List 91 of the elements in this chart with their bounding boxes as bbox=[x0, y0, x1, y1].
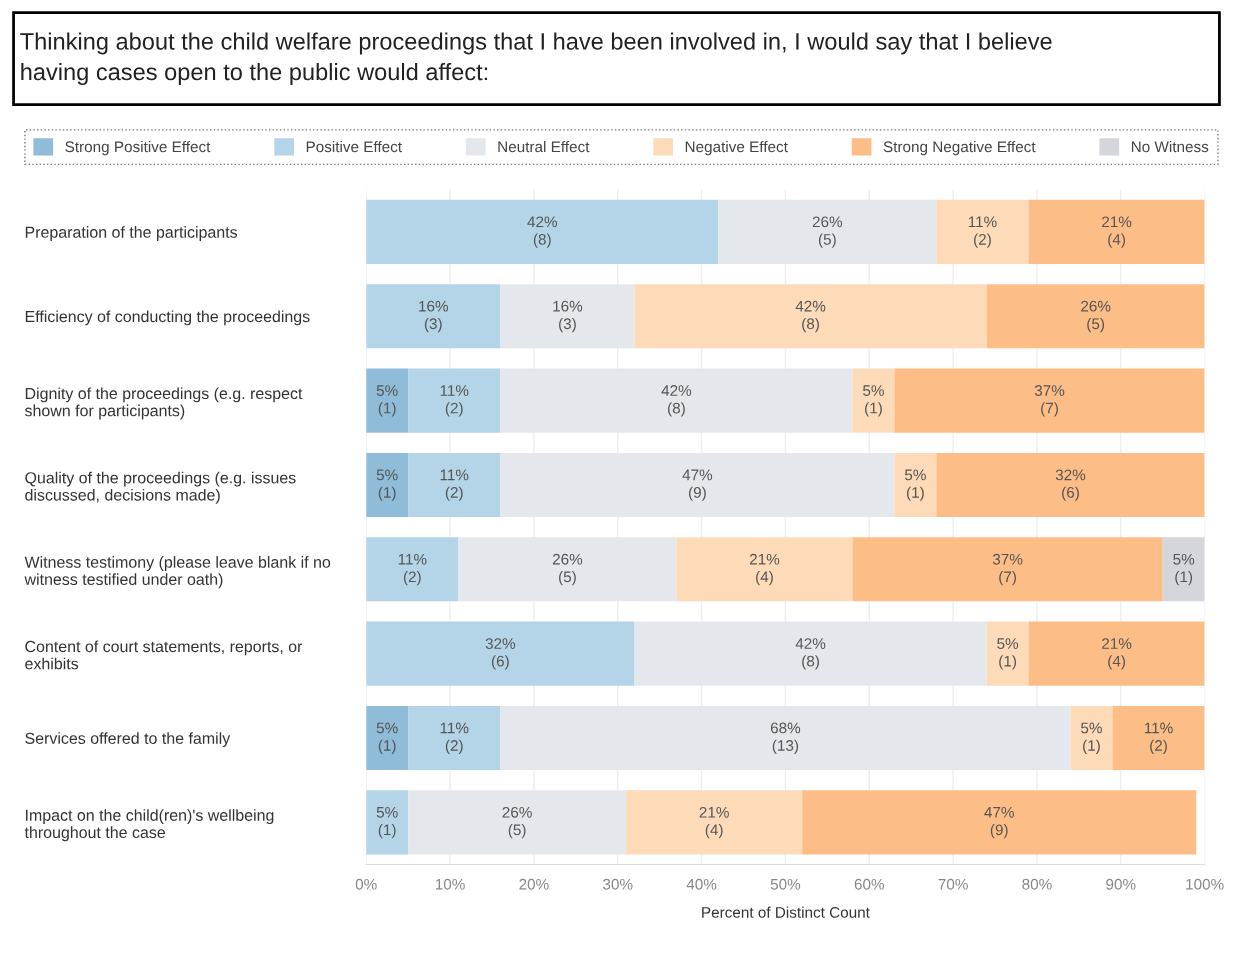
data-label: 5% (1) bbox=[1173, 553, 1195, 586]
data-label: 32% (6) bbox=[1055, 469, 1086, 501]
bar bbox=[1028, 621, 1205, 686]
x-tick-label: 100% bbox=[1186, 878, 1224, 890]
data-label: 16% (3) bbox=[553, 300, 583, 333]
data-label: 42% (8) bbox=[661, 385, 692, 417]
data-label: 32% (6) bbox=[485, 638, 516, 670]
data-label: 5% (1) bbox=[904, 469, 926, 501]
x-tick-label: 0% bbox=[355, 878, 377, 890]
data-label: 26% (5) bbox=[552, 553, 583, 586]
data-label: 42% (8) bbox=[527, 216, 558, 248]
bar bbox=[366, 621, 635, 686]
data-label: 26% (5) bbox=[502, 806, 532, 839]
data-label: 47% (9) bbox=[984, 806, 1014, 839]
x-tick-label: 80% bbox=[1022, 878, 1052, 890]
x-tick-label: 40% bbox=[686, 878, 717, 890]
data-label: 68% (13) bbox=[770, 722, 801, 754]
legend-label: No Witness bbox=[1131, 140, 1209, 153]
legend-label: Positive Effect bbox=[306, 140, 402, 153]
y-tick-label: Quality of the proceedings (e.g. issues discussed, decisions made) bbox=[25, 471, 296, 504]
data-label: 42% (8) bbox=[795, 638, 826, 670]
data-label: 16% (3) bbox=[419, 300, 449, 333]
bar bbox=[366, 199, 719, 264]
data-label: 11% (2) bbox=[398, 553, 427, 586]
x-tick-label: 60% bbox=[854, 878, 885, 890]
bar bbox=[366, 452, 409, 518]
bar bbox=[852, 368, 895, 433]
data-label: 11% (2) bbox=[440, 385, 469, 417]
data-label: 37% (7) bbox=[992, 553, 1023, 586]
bar bbox=[408, 452, 501, 518]
data-label: 5% (1) bbox=[863, 385, 884, 417]
legend-label: Strong Positive Effect bbox=[65, 140, 211, 156]
x-tick-label: 70% bbox=[938, 878, 968, 890]
y-tick-label: Content of court statements, reports, or exhibits bbox=[25, 640, 303, 670]
y-tick-label: Witness testimony (please leave blank if no witness testified under oath) bbox=[24, 556, 331, 589]
data-label: 21% (4) bbox=[699, 806, 729, 839]
bar bbox=[1112, 705, 1205, 771]
legend-label: Negative Effect bbox=[685, 140, 788, 156]
x-axis-title: Percent of Distinct Count bbox=[702, 906, 870, 918]
data-label: 42% (8) bbox=[795, 300, 826, 333]
bar bbox=[1028, 199, 1205, 264]
bar bbox=[802, 790, 1197, 855]
bar bbox=[936, 452, 1205, 518]
bar bbox=[676, 537, 853, 602]
data-label: 5% (1) bbox=[376, 469, 398, 501]
data-label: 47% (9) bbox=[682, 469, 713, 501]
data-label: 21% (4) bbox=[1102, 638, 1132, 670]
bar bbox=[986, 621, 1029, 686]
data-label: 11% (2) bbox=[1144, 722, 1173, 754]
data-label: 26% (5) bbox=[812, 216, 843, 248]
legend-label: Strong Negative Effect bbox=[883, 140, 1036, 156]
bar bbox=[894, 368, 1205, 433]
x-tick-label: 20% bbox=[519, 878, 549, 890]
data-label: 11% (2) bbox=[440, 722, 469, 754]
bar bbox=[986, 284, 1205, 349]
x-tick-label: 10% bbox=[435, 878, 465, 890]
data-label: 37% (7) bbox=[1034, 385, 1065, 417]
y-tick-label: Preparation of the participants bbox=[25, 226, 238, 242]
bar bbox=[852, 537, 1163, 602]
data-label: 11% (2) bbox=[968, 216, 997, 248]
chart-title: Thinking about the child welfare proceedings that I have been involved in, I would say that I believe having cases open to the public would affect: bbox=[20, 32, 1052, 85]
data-label: 21% (4) bbox=[1102, 216, 1132, 248]
bar bbox=[366, 368, 409, 433]
data-label: 21% (4) bbox=[749, 553, 780, 586]
bar bbox=[1162, 537, 1205, 602]
data-label: 5% (1) bbox=[376, 385, 398, 417]
bar bbox=[626, 790, 803, 855]
bar bbox=[894, 452, 937, 518]
bar bbox=[1070, 705, 1113, 771]
bar bbox=[936, 199, 1029, 264]
y-tick-label: Efficiency of conducting the proceedings bbox=[25, 310, 310, 326]
bar bbox=[634, 284, 987, 349]
data-label: 5% (1) bbox=[376, 806, 398, 839]
bar bbox=[408, 368, 501, 433]
y-tick-label: Services offered to the family bbox=[25, 732, 231, 748]
data-label: 5% (1) bbox=[1081, 722, 1102, 754]
data-label: 5% (1) bbox=[376, 722, 398, 754]
data-label: 26% (5) bbox=[1081, 300, 1111, 333]
x-tick-label: 30% bbox=[603, 878, 633, 890]
y-tick-label: Dignity of the proceedings (e.g. respect shown for participants) bbox=[24, 387, 303, 420]
bar bbox=[366, 790, 409, 855]
bar bbox=[408, 705, 501, 771]
bar bbox=[366, 705, 409, 771]
data-label: 5% (1) bbox=[997, 638, 1019, 670]
y-tick-label: Impact on the child(ren)'s wellbeing throughout the case bbox=[24, 809, 274, 842]
legend-label: Neutral Effect bbox=[498, 140, 590, 153]
x-tick-label: 50% bbox=[770, 878, 801, 890]
bar bbox=[366, 537, 459, 602]
bar bbox=[366, 284, 501, 349]
x-tick-label: 90% bbox=[1106, 878, 1136, 890]
data-label: 11% (2) bbox=[440, 469, 469, 501]
